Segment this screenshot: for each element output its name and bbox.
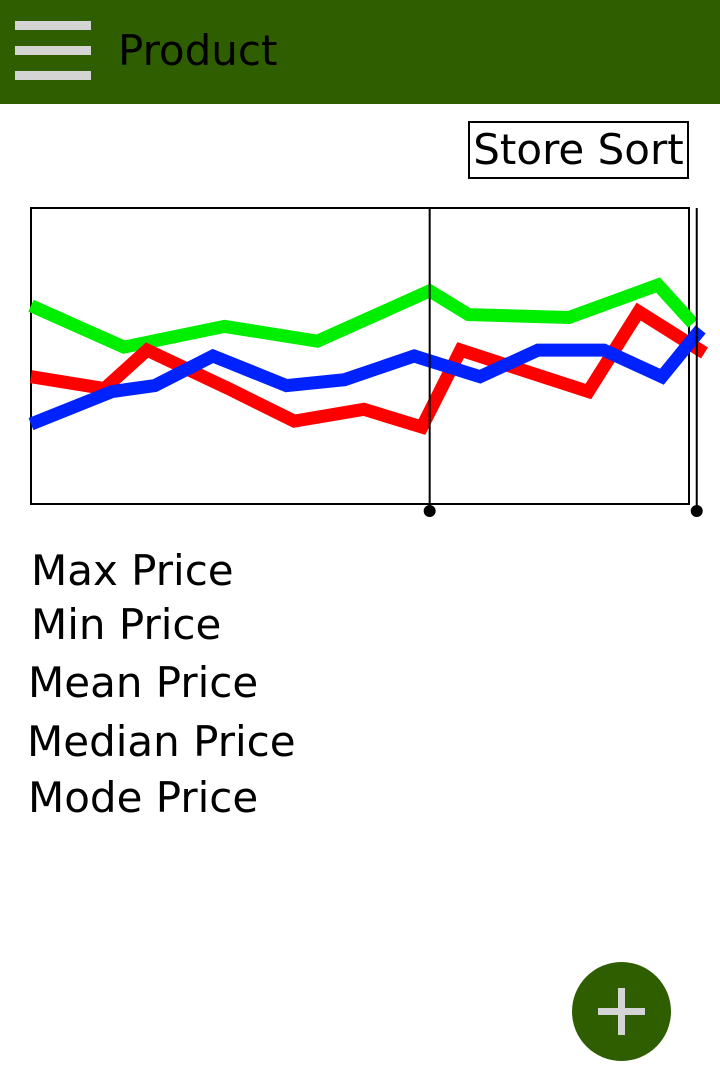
price-chart <box>28 207 708 517</box>
add-button[interactable] <box>572 962 671 1061</box>
marker-dot-2 <box>690 505 703 517</box>
hamburger-menu-icon[interactable] <box>15 21 91 81</box>
marker-layer <box>423 208 703 517</box>
mode-price-label: Mode Price <box>28 773 259 822</box>
marker-dot-1 <box>423 505 436 517</box>
series-line-3 <box>28 325 706 431</box>
plus-icon <box>598 988 645 1035</box>
max-price-label: Max Price <box>31 546 234 595</box>
min-price-label: Min Price <box>31 600 222 649</box>
app-bar: Product <box>0 0 720 104</box>
page-title: Product <box>118 26 278 75</box>
mean-price-label: Mean Price <box>28 658 259 707</box>
store-sort-button[interactable]: Store Sort <box>468 121 689 179</box>
series-line-2 <box>29 302 708 435</box>
median-price-label: Median Price <box>27 717 296 766</box>
